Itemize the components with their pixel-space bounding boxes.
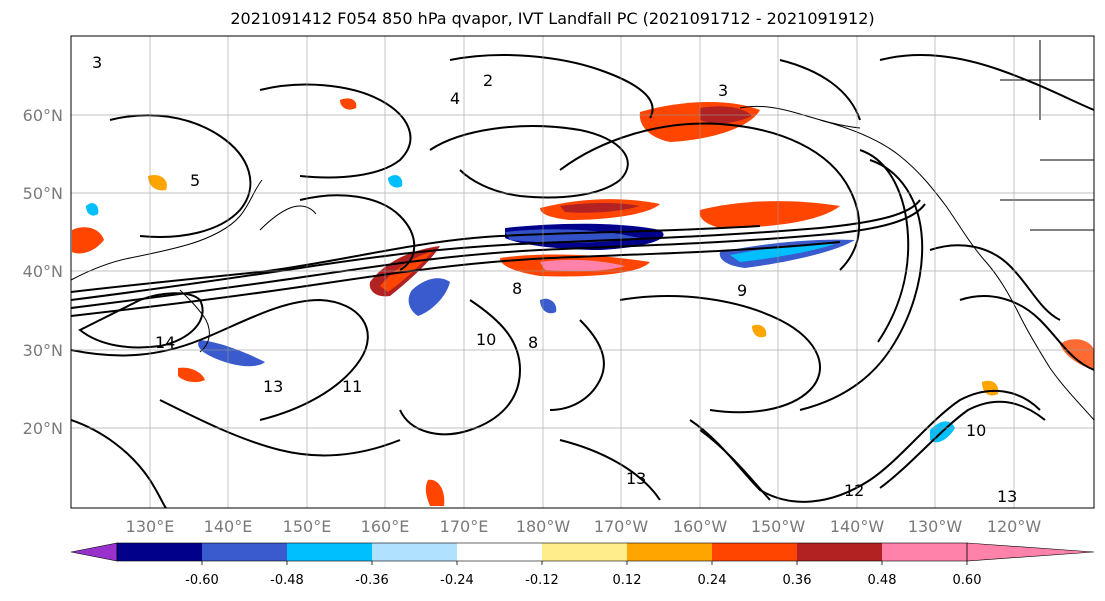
contour-label: 3: [92, 53, 102, 72]
colorbar-bin: [712, 543, 797, 561]
colorbar-tick-label: 0.24: [698, 573, 727, 588]
latitude-labels: 60°N 50°N 40°N 30°N 20°N: [23, 106, 63, 438]
contour-label: 5: [190, 171, 200, 190]
colorbar-tick-label: 0.12: [613, 573, 642, 588]
contour-label: 3: [718, 81, 728, 100]
lon-label: 160°E: [361, 517, 410, 536]
colorbar-tick-label: -0.36: [355, 573, 389, 588]
colorbar-bin: [372, 543, 457, 561]
colorbar-tick-label: 0.60: [953, 573, 982, 588]
colorbar-bin: [202, 543, 287, 561]
contour-label: 8: [512, 279, 522, 298]
lon-label: 170°W: [594, 517, 649, 536]
contour-label: 8: [528, 333, 538, 352]
colorbar-extend-high: [966, 542, 1095, 562]
lon-label: 130°E: [126, 517, 175, 536]
lat-label: 20°N: [23, 419, 63, 438]
lon-label: 140°E: [204, 517, 253, 536]
colorbar-bin: [117, 543, 202, 561]
colorbar-extend-low: [70, 542, 118, 562]
contour-label: 9: [737, 281, 747, 300]
lon-label: 150°W: [751, 517, 806, 536]
colorbar-tick-label: -0.48: [270, 573, 304, 588]
colorbar-bin: [627, 543, 712, 561]
contour-label: 10: [966, 421, 986, 440]
qvapor-shading: [72, 98, 1094, 506]
lat-label: 60°N: [23, 106, 63, 125]
lon-label: 160°W: [673, 517, 728, 536]
contour-label: 10: [476, 330, 496, 349]
map-frame: [70, 35, 1095, 509]
colorbar-tick-label: -0.24: [440, 573, 474, 588]
lat-label: 40°N: [23, 262, 63, 281]
colorbar-bin: [542, 543, 627, 561]
map-title: 2021091412 F054 850 hPa qvapor, IVT Land…: [230, 9, 875, 28]
contour-label: 13: [626, 469, 646, 488]
ivt-contours: [71, 54, 1094, 508]
lat-label: 50°N: [23, 184, 63, 203]
lon-label: 150°E: [283, 517, 332, 536]
longitude-labels: 130°E 140°E 150°E 160°E 170°E 180°W 170°…: [126, 517, 1042, 536]
lon-label: 170°E: [440, 517, 489, 536]
colorbar-bin: [457, 543, 542, 561]
colorbar-bin: [797, 543, 882, 561]
coastlines: [71, 40, 1094, 421]
contour-label: 12: [844, 481, 864, 500]
lon-label: 120°W: [987, 517, 1042, 536]
colorbar-tick-label: -0.12: [525, 573, 559, 588]
lon-label: 130°W: [908, 517, 963, 536]
colorbar-tick-label: 0.48: [868, 573, 897, 588]
contour-label: 13: [263, 377, 283, 396]
colorbar-tick-label: -0.60: [185, 573, 219, 588]
contour-label: 4: [450, 89, 460, 108]
contour-labels: 2 3 3 4 5 8 8 9 10 10 11 12 13 13 13 14: [92, 53, 1017, 506]
colorbar-bin: [287, 543, 372, 561]
contour-label: 14: [155, 333, 175, 352]
contour-label: 13: [997, 487, 1017, 506]
colorbar-tick-label: 0.36: [783, 573, 812, 588]
lon-label: 140°W: [830, 517, 885, 536]
colorbar: -0.60 -0.48 -0.36 -0.24 -0.12 0.12 0.24 …: [70, 542, 1095, 588]
contour-label: 11: [342, 377, 362, 396]
contour-label: 2: [483, 71, 493, 90]
lat-label: 30°N: [23, 341, 63, 360]
colorbar-bin: [882, 543, 967, 561]
lon-label: 180°W: [516, 517, 571, 536]
graticule: [71, 36, 1094, 508]
